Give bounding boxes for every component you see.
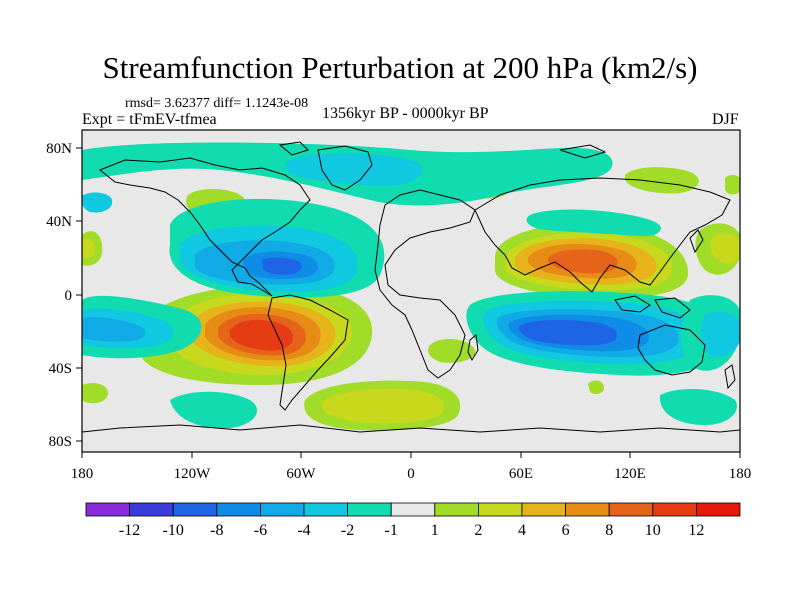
tick-marks [76, 147, 741, 458]
x-tick-label: 120W [174, 466, 212, 482]
colorbar-label: 6 [562, 522, 570, 539]
colorbar-label: -4 [297, 522, 310, 539]
colorbar-swatch [347, 502, 392, 517]
colorbar-swatch [259, 502, 305, 517]
colorbar-swatch [477, 502, 523, 517]
colorbar-label: -12 [119, 522, 140, 539]
colorbar-label: 4 [518, 522, 526, 539]
colorbar-label: -2 [341, 522, 354, 539]
colorbar-label: 8 [605, 522, 613, 539]
colorbar-swatch [521, 502, 566, 517]
stats-label: rmsd= 3.62377 diff= 1.1243e-08 [125, 96, 309, 111]
y-tick-label: 0 [65, 288, 73, 304]
colorbar-swatch [303, 502, 348, 517]
colorbar: -12 -10 -8 -6 -4 -2 -1 1 2 4 6 8 10 12 [85, 502, 741, 539]
colorbar-swatch [390, 502, 436, 517]
experiment-label: Expt = tFmEV-tfmea [82, 111, 217, 128]
colorbar-label: -10 [163, 522, 184, 539]
x-tick-label: 60W [286, 466, 316, 482]
x-tick-label: 60E [509, 466, 533, 482]
coastlines [82, 141, 740, 433]
x-tick-label: 0 [407, 466, 415, 482]
y-tick-label: 40N [46, 214, 72, 230]
colorbar-swatch [434, 502, 479, 517]
colorbar-swatch [565, 502, 610, 517]
colorbar-swatch [129, 502, 174, 517]
x-tick-label: 120E [614, 466, 646, 482]
colorbar-label: 10 [645, 522, 661, 539]
x-tick-label: 180 [71, 466, 94, 482]
colorbar-label: -8 [210, 522, 223, 539]
y-tick-label: 80N [46, 141, 72, 157]
colorbar-label: -6 [254, 522, 267, 539]
y-tick-label: 80S [49, 434, 72, 450]
colorbar-swatch [172, 502, 218, 517]
period-label: 1356kyr BP - 0000kyr BP [322, 105, 489, 122]
colorbar-label: 2 [474, 522, 482, 539]
page-title: Streamfunction Perturbation at 200 hPa (… [102, 50, 698, 85]
colorbar-label: 1 [431, 522, 439, 539]
y-tick-label: 40S [49, 361, 72, 377]
colorbar-swatch [85, 502, 130, 517]
colorbar-swatch [696, 502, 741, 517]
colorbar-swatch [652, 502, 697, 517]
season-label: DJF [712, 111, 739, 128]
colorbar-label: 12 [688, 522, 704, 539]
colorbar-swatch [608, 502, 654, 517]
colorbar-swatch [216, 502, 261, 517]
contour-fields [82, 142, 740, 431]
x-tick-label: 180 [729, 466, 752, 482]
colorbar-label: -1 [385, 522, 398, 539]
